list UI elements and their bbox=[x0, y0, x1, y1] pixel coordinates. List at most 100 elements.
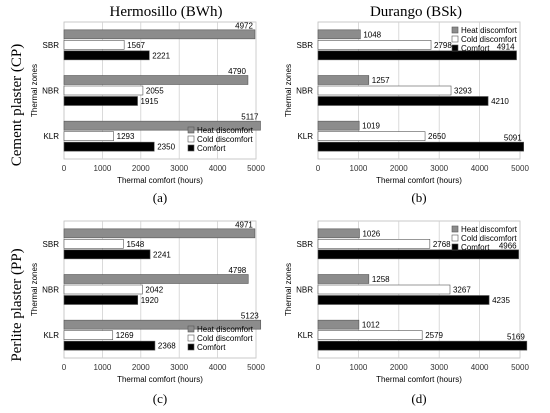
y-axis-label: Thermal zones bbox=[30, 263, 39, 316]
bar-cold-sbr bbox=[63, 40, 125, 50]
bar-comfort-sbr bbox=[63, 50, 150, 61]
column-title-hermosillo: Hermosillo (BWh) bbox=[110, 4, 223, 20]
row-title-perlite-plaster: Perlite plaster (PP) bbox=[9, 248, 25, 361]
bar-value-label: 4914 bbox=[497, 42, 515, 51]
bar-cold-sbr bbox=[317, 40, 432, 50]
bar-value-label: 1567 bbox=[127, 41, 145, 50]
x-tick-label: 0 bbox=[316, 363, 321, 372]
x-tick-label: 3000 bbox=[170, 164, 188, 173]
legend-label-comfort: Comfort bbox=[461, 44, 490, 53]
x-axis-label: Thermal comfort (hours) bbox=[117, 375, 203, 384]
category-label-klr: KLR bbox=[297, 331, 313, 340]
bar-heat-sbr bbox=[317, 228, 360, 239]
bar-value-label: 5123 bbox=[241, 312, 259, 321]
legend-swatch-cold bbox=[187, 135, 195, 143]
bar-comfort-sbr bbox=[317, 50, 517, 61]
x-tick-label: 4000 bbox=[471, 363, 489, 372]
panel-label: (b) bbox=[411, 190, 426, 205]
bar-cold-klr bbox=[317, 330, 423, 340]
bar-value-label: 5169 bbox=[507, 333, 525, 342]
x-tick-label: 5000 bbox=[511, 363, 529, 372]
bar-comfort-klr bbox=[63, 141, 155, 152]
legend-swatch-heat bbox=[187, 126, 195, 134]
bar-comfort-klr bbox=[63, 340, 156, 351]
bar-value-label: 2055 bbox=[146, 87, 164, 96]
bar-value-label: 4790 bbox=[228, 67, 246, 76]
legend-label-heat: Heat discomfort bbox=[197, 126, 254, 135]
chart-panels: 0 1000 2000 3000 4000 5000 SBR 4972 1567 2221 NBR 4… bbox=[30, 21, 529, 406]
bar-value-label: 2798 bbox=[434, 41, 452, 50]
x-tick-label: 3000 bbox=[430, 363, 448, 372]
x-tick-label: 5000 bbox=[511, 164, 529, 173]
bar-value-label: 1269 bbox=[116, 331, 134, 340]
bar-comfort-klr bbox=[317, 141, 524, 152]
row-title-cement-plaster: Cement plaster (CP) bbox=[9, 44, 25, 166]
bar-value-label: 2241 bbox=[153, 250, 171, 259]
legend-label-cold: Cold discomfort bbox=[461, 35, 517, 44]
legend-label-comfort: Comfort bbox=[197, 144, 226, 153]
bar-value-label: 4235 bbox=[492, 296, 510, 305]
x-tick-label: 2000 bbox=[132, 363, 150, 372]
chart-panel-a: 0 1000 2000 3000 4000 5000 SBR 4972 1567 2221 NBR 4… bbox=[30, 21, 265, 205]
legend-label-cold: Cold discomfort bbox=[197, 135, 253, 144]
x-tick-label: 3000 bbox=[430, 164, 448, 173]
category-label-sbr: SBR bbox=[297, 240, 314, 249]
x-tick-label: 1000 bbox=[94, 164, 112, 173]
bar-value-label: 1012 bbox=[362, 321, 380, 330]
x-tick-label: 4000 bbox=[471, 164, 489, 173]
bar-value-label: 1257 bbox=[372, 76, 390, 85]
bar-cold-nbr bbox=[63, 85, 144, 96]
legend-swatch-cold bbox=[451, 35, 459, 43]
bar-heat-klr bbox=[63, 120, 261, 131]
y-axis-label: Thermal zones bbox=[284, 263, 293, 316]
bar-comfort-sbr bbox=[63, 249, 151, 260]
legend-swatch-comfort bbox=[187, 343, 195, 351]
bar-value-label: 2650 bbox=[428, 132, 446, 141]
bar-value-label: 5091 bbox=[504, 134, 522, 143]
legend-swatch-heat bbox=[187, 325, 195, 333]
x-axis-label: Thermal comfort (hours) bbox=[117, 176, 203, 185]
x-tick-label: 0 bbox=[62, 164, 67, 173]
bar-comfort-klr bbox=[317, 340, 528, 351]
category-label-nbr: NBR bbox=[42, 286, 59, 295]
bar-value-label: 3293 bbox=[454, 87, 472, 96]
bar-heat-sbr bbox=[63, 228, 256, 239]
bar-value-label: 4972 bbox=[235, 21, 253, 30]
bar-value-label: 2221 bbox=[152, 51, 170, 60]
bar-heat-klr bbox=[317, 319, 360, 330]
bar-value-label: 1258 bbox=[372, 275, 390, 284]
x-tick-label: 1000 bbox=[350, 164, 368, 173]
bar-heat-klr bbox=[317, 120, 360, 131]
bar-comfort-nbr bbox=[63, 96, 138, 106]
bar-value-label: 1548 bbox=[126, 240, 144, 249]
bar-value-label: 2579 bbox=[425, 331, 443, 340]
category-label-sbr: SBR bbox=[43, 41, 60, 50]
x-axis-label: Thermal comfort (hours) bbox=[376, 176, 462, 185]
category-label-klr: KLR bbox=[297, 132, 313, 141]
bar-value-label: 1019 bbox=[362, 122, 380, 131]
x-tick-label: 2000 bbox=[390, 164, 408, 173]
bar-value-label: 4971 bbox=[235, 220, 253, 229]
x-tick-label: 2000 bbox=[390, 363, 408, 372]
bar-value-label: 2368 bbox=[158, 342, 176, 351]
category-label-sbr: SBR bbox=[297, 41, 314, 50]
bar-heat-klr bbox=[63, 319, 262, 330]
x-tick-label: 1000 bbox=[350, 363, 368, 372]
legend-swatch-cold bbox=[451, 234, 459, 242]
panel-label: (c) bbox=[153, 391, 167, 406]
x-tick-label: 2000 bbox=[132, 164, 150, 173]
bar-value-label: 1915 bbox=[141, 97, 159, 106]
category-label-nbr: NBR bbox=[42, 87, 59, 96]
category-label-klr: KLR bbox=[43, 331, 59, 340]
x-tick-label: 5000 bbox=[247, 164, 265, 173]
bar-cold-klr bbox=[63, 330, 114, 340]
category-label-sbr: SBR bbox=[43, 240, 60, 249]
chart-panel-d: 0 1000 2000 3000 4000 5000 SBR 1026 2768 4966 NBR 1… bbox=[284, 220, 529, 406]
bar-value-label: 1920 bbox=[141, 296, 159, 305]
legend-swatch-comfort bbox=[451, 243, 459, 251]
legend-label-heat: Heat discomfort bbox=[461, 26, 518, 35]
bar-value-label: 4798 bbox=[228, 266, 246, 275]
column-title-durango: Durango (BSk) bbox=[370, 4, 462, 20]
